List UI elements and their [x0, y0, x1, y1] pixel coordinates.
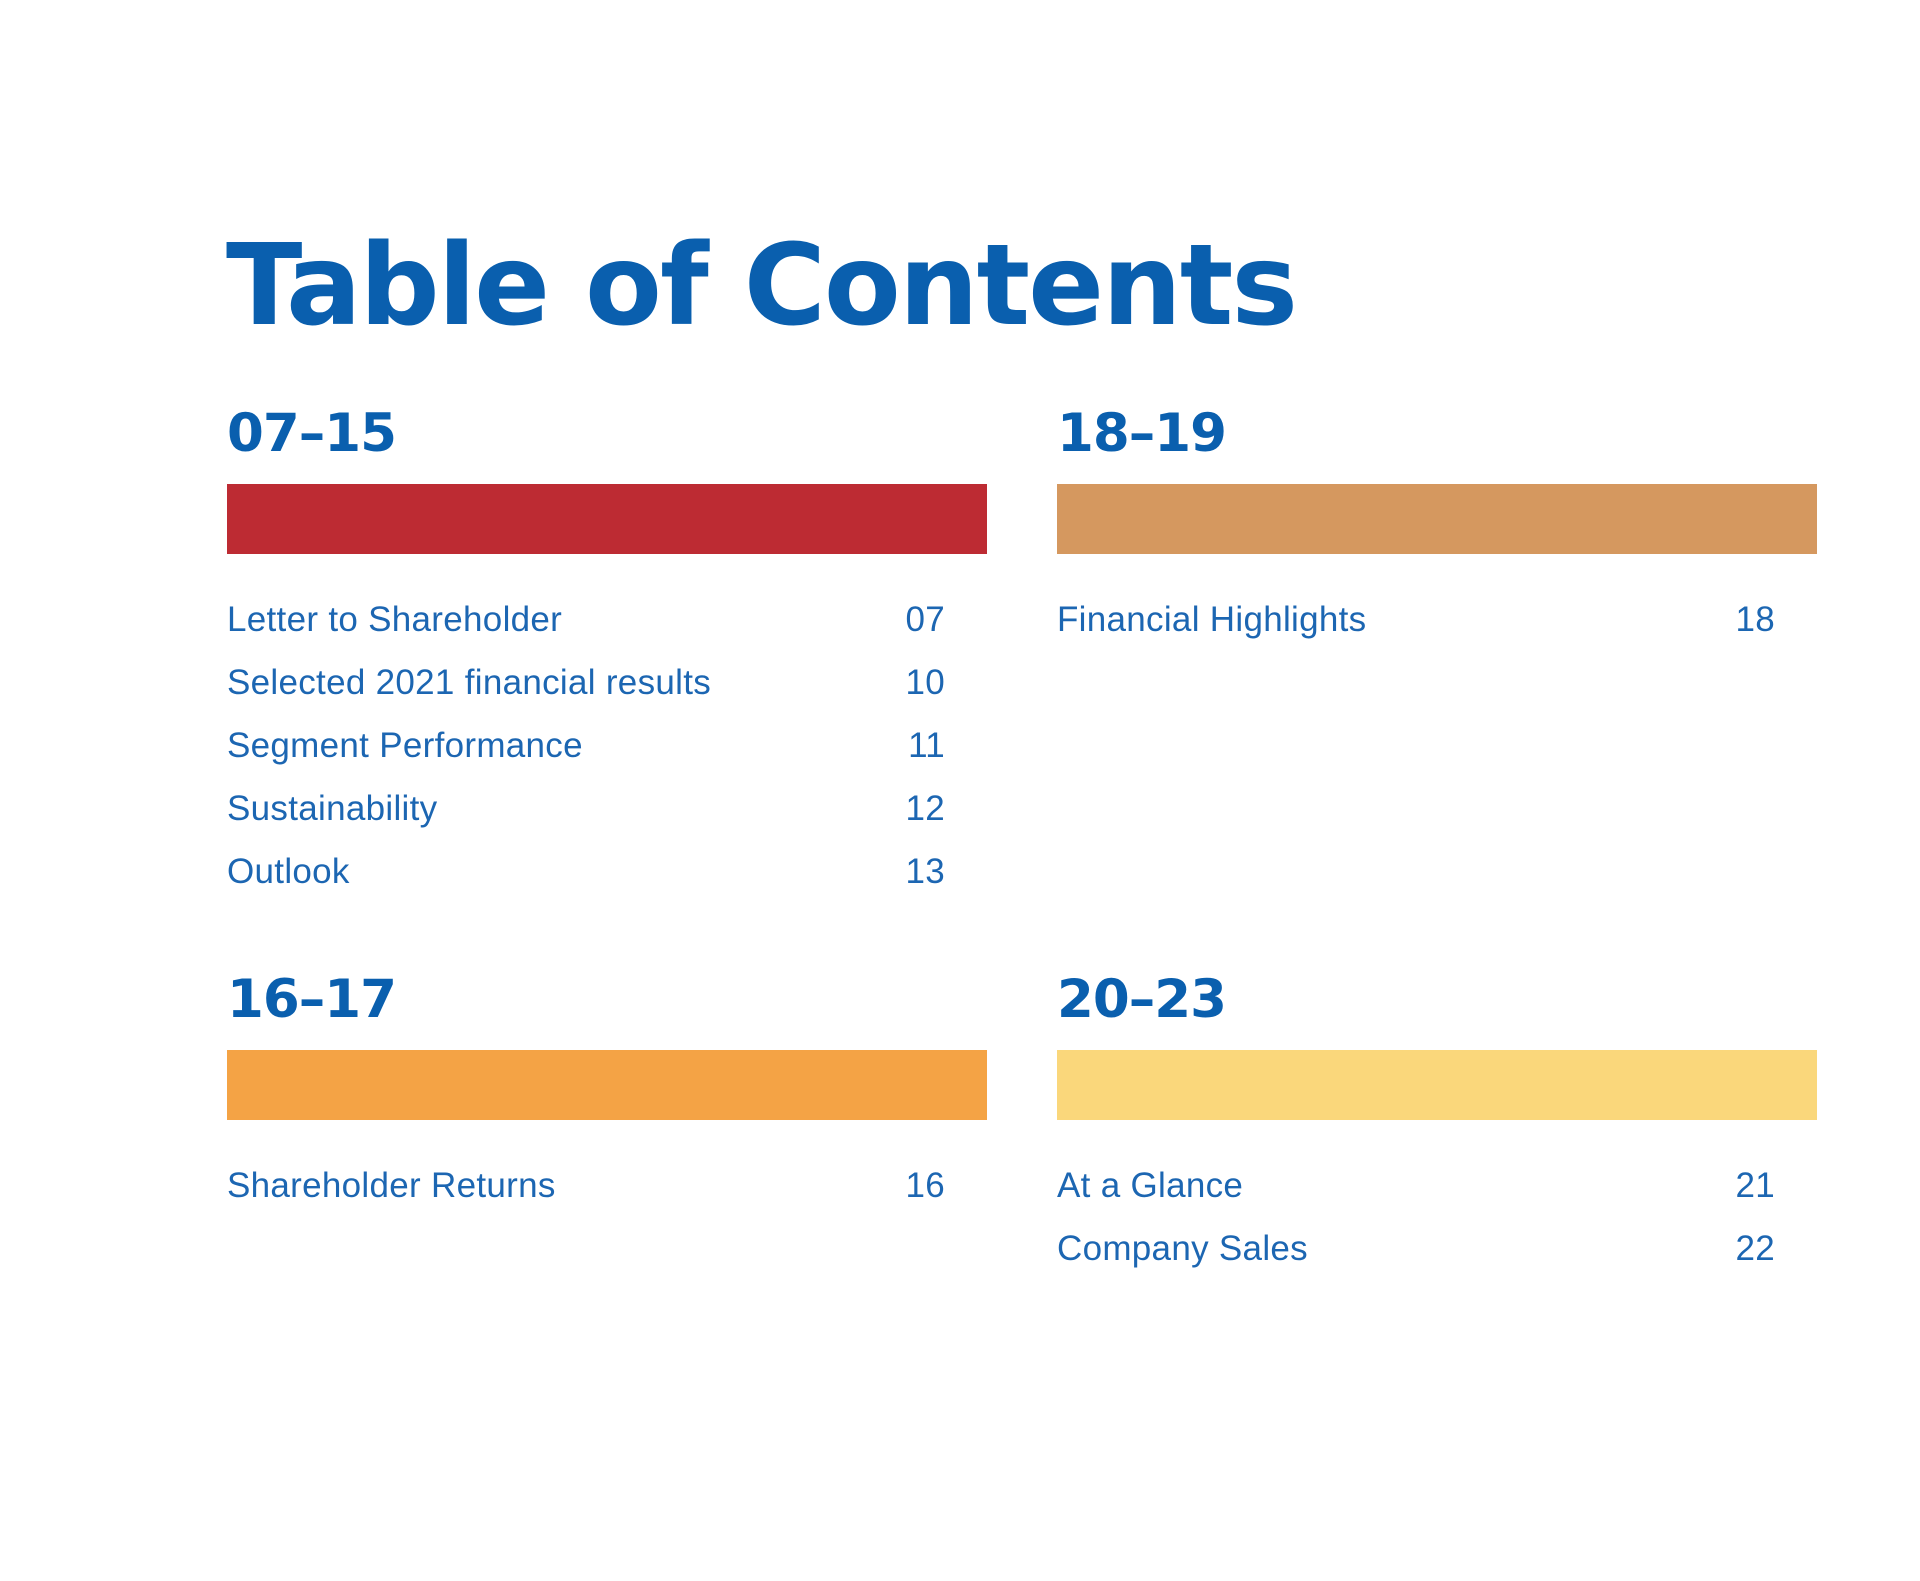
entry-page-number: 12 [905, 789, 945, 828]
toc-entry-at-a-glance[interactable]: At a Glance 21 [1057, 1154, 1817, 1217]
toc-section-20-23: 20–23 At a Glance 21 Company Sales 22 [1057, 968, 1817, 1280]
toc-entry-letter-to-shareholder[interactable]: Letter to Shareholder 07 [227, 588, 987, 651]
page-title: Table of Contents [226, 221, 1298, 351]
entry-list: Letter to Shareholder 07 Selected 2021 f… [227, 588, 987, 903]
entry-page-number: 13 [905, 852, 945, 891]
toc-section-16-17: 16–17 Shareholder Returns 16 [227, 968, 987, 1217]
toc-entry-shareholder-returns[interactable]: Shareholder Returns 16 [227, 1154, 987, 1217]
section-color-bar [1057, 1050, 1817, 1120]
entry-page-number: 11 [908, 726, 945, 765]
entry-title: Letter to Shareholder [227, 600, 563, 639]
toc-section-07-15: 07–15 Letter to Shareholder 07 Selected … [227, 402, 987, 903]
entry-page-number: 16 [905, 1166, 945, 1205]
section-color-bar [227, 1050, 987, 1120]
section-range: 20–23 [1057, 969, 1227, 1030]
entry-page-number: 07 [905, 600, 945, 639]
toc-entry-selected-2021-financial-results[interactable]: Selected 2021 financial results 10 [227, 651, 987, 714]
entry-title: Sustainability [227, 789, 438, 828]
toc-entry-segment-performance[interactable]: Segment Performance 11 [227, 714, 987, 777]
entry-title: Financial Highlights [1057, 600, 1367, 639]
entry-list: Shareholder Returns 16 [227, 1154, 987, 1217]
toc-entry-sustainability[interactable]: Sustainability 12 [227, 777, 987, 840]
toc-section-18-19: 18–19 Financial Highlights 18 [1057, 402, 1817, 651]
entry-title: Shareholder Returns [227, 1166, 556, 1205]
entry-list: Financial Highlights 18 [1057, 588, 1817, 651]
section-range: 18–19 [1057, 403, 1227, 464]
section-range: 07–15 [227, 403, 397, 464]
entry-page-number: 22 [1735, 1229, 1775, 1268]
entry-title: Outlook [227, 852, 350, 891]
section-range: 16–17 [227, 969, 397, 1030]
entry-title: Selected 2021 financial results [227, 663, 712, 702]
section-color-bar [1057, 484, 1817, 554]
toc-entry-outlook[interactable]: Outlook 13 [227, 840, 987, 903]
entry-page-number: 10 [905, 663, 945, 702]
entry-list: At a Glance 21 Company Sales 22 [1057, 1154, 1817, 1280]
entry-title: Segment Performance [227, 726, 583, 765]
section-color-bar [227, 484, 987, 554]
toc-entry-financial-highlights[interactable]: Financial Highlights 18 [1057, 588, 1817, 651]
entry-title: Company Sales [1057, 1229, 1308, 1268]
entry-page-number: 18 [1735, 600, 1775, 639]
entry-page-number: 21 [1735, 1166, 1775, 1205]
entry-title: At a Glance [1057, 1166, 1244, 1205]
toc-entry-company-sales[interactable]: Company Sales 22 [1057, 1217, 1817, 1280]
